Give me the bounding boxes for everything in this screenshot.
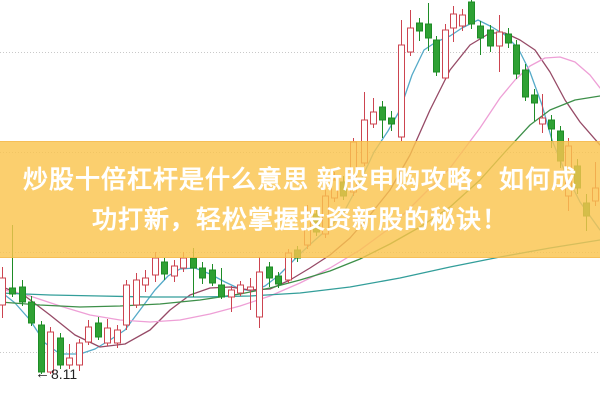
candle-body-up — [171, 265, 178, 277]
candle-body-up — [237, 284, 244, 294]
candle-body-down — [548, 119, 555, 130]
candle-body-up — [407, 27, 414, 53]
candle-body-down — [218, 284, 225, 298]
candle-body-up — [180, 257, 187, 269]
candle-body-down — [468, 1, 475, 25]
candle-body-up — [370, 111, 377, 125]
candle-body-down — [28, 301, 35, 324]
candle-body-down — [275, 275, 282, 285]
candle-body-down — [531, 94, 538, 104]
candle-body-up — [85, 326, 92, 343]
candle-body-up — [442, 29, 449, 79]
candle-body-up — [247, 286, 254, 291]
candle-body-up — [114, 329, 121, 344]
candle-body-up — [142, 277, 149, 286]
candle-body-down — [487, 29, 494, 47]
candle-body-up — [459, 14, 466, 27]
candle-body-down — [161, 261, 168, 275]
headline-banner: 炒股十倍杠杆是什么意思 新股申购攻略：如何成 功打新，轻松掌握投资新股的秘诀！ — [0, 141, 600, 258]
candle-body-up — [0, 277, 6, 306]
candle-body-down — [266, 266, 273, 279]
candle-body-down — [19, 286, 26, 303]
candle-body-down — [425, 23, 432, 39]
candle-body-up — [47, 331, 54, 373]
candle-body-up — [152, 257, 159, 276]
candle-body-up — [104, 327, 111, 344]
candle-body-up — [123, 284, 130, 326]
left-arrow-icon: ← — [35, 365, 50, 382]
candle-body-down — [433, 39, 440, 73]
candle-body-up — [76, 342, 83, 366]
headline-line-1: 炒股十倍杠杆是什么意思 新股申购攻略：如何成 — [23, 165, 577, 194]
candle-body-up — [66, 357, 73, 366]
low-price-label: 8.11 — [51, 366, 78, 382]
candle-body-down — [38, 324, 45, 373]
candle-body-down — [199, 267, 206, 279]
candle-body-down — [379, 106, 386, 121]
candle-body-down — [95, 322, 102, 338]
candle-body-up — [228, 289, 235, 298]
candle-body-up — [450, 13, 457, 29]
candle-body-down — [9, 287, 16, 295]
candle-body-up — [256, 271, 263, 318]
candle-body-down — [190, 257, 197, 269]
candle-body-up — [496, 31, 503, 47]
candle-body-down — [388, 117, 395, 125]
candle-body-down — [416, 22, 423, 32]
candle-body-down — [513, 44, 520, 75]
candle-body-down — [505, 33, 512, 44]
candle-body-up — [133, 279, 140, 306]
candle-body-down — [209, 269, 216, 284]
candle-body-down — [57, 337, 64, 366]
candle-body-up — [539, 117, 546, 125]
low-price-annotation: ← 8.11 — [35, 365, 78, 383]
candle-body-down — [522, 69, 529, 98]
candle-body-down — [477, 25, 484, 39]
candle-body-up — [398, 44, 405, 138]
headline-line-2: 功打新，轻松掌握投资新股的秘诀！ — [91, 205, 508, 234]
